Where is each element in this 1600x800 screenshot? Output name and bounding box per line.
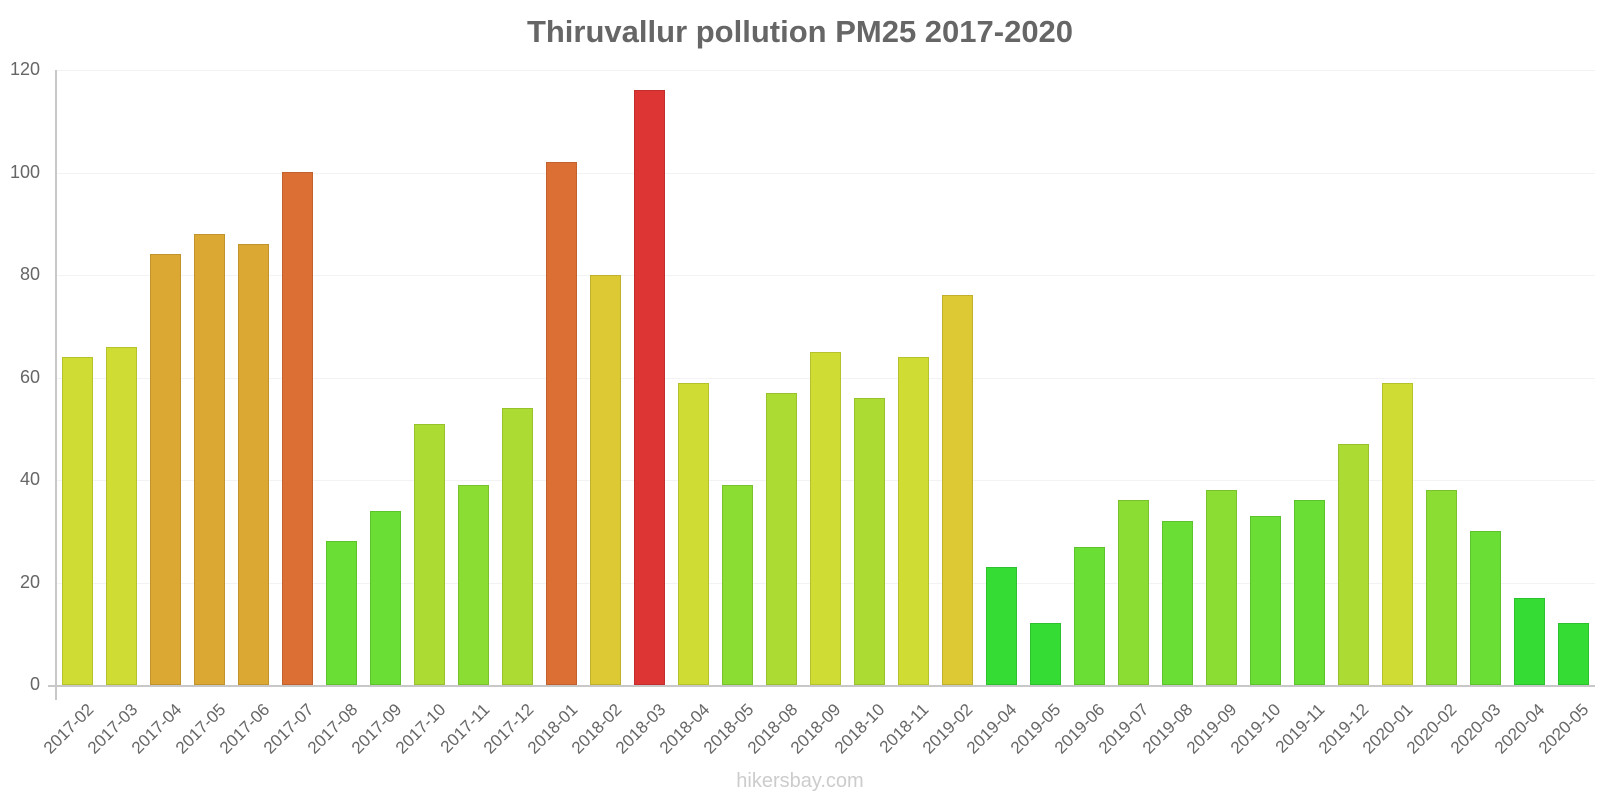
bar-2018-03[interactable] <box>634 90 665 685</box>
bar-2019-05[interactable] <box>1030 623 1061 685</box>
y-tick-label: 100 <box>9 162 40 182</box>
y-tick-label: 120 <box>9 59 40 79</box>
bar-2017-09[interactable] <box>370 511 401 685</box>
y-tick-label: 0 <box>29 674 40 694</box>
y-tick-label: 80 <box>19 264 40 284</box>
bar-2019-12[interactable] <box>1338 444 1369 685</box>
y-tick-label: 20 <box>19 572 40 592</box>
bar-2018-08[interactable] <box>766 393 797 685</box>
bar-2019-04[interactable] <box>986 567 1017 685</box>
bar-2020-05[interactable] <box>1558 623 1589 685</box>
x-axis-line <box>48 685 1595 687</box>
plot-area <box>56 70 1595 685</box>
watermark: hikersbay.com <box>736 770 864 792</box>
bar-2017-06[interactable] <box>238 244 269 685</box>
bar-2017-03[interactable] <box>106 347 137 685</box>
chart-title: Thiruvallur pollution PM25 2017-2020 <box>526 14 1074 49</box>
y-axis-line <box>55 70 57 700</box>
bar-2018-09[interactable] <box>810 352 841 685</box>
bar-2017-04[interactable] <box>150 254 181 685</box>
bar-2020-01[interactable] <box>1382 383 1413 685</box>
bar-2017-10[interactable] <box>414 424 445 685</box>
bar-2020-03[interactable] <box>1470 531 1501 685</box>
bar-2017-02[interactable] <box>62 357 93 685</box>
y-tick-label: 40 <box>19 469 40 489</box>
y-tick-label: 60 <box>19 367 40 387</box>
bar-2020-04[interactable] <box>1514 598 1545 685</box>
bar-2019-06[interactable] <box>1074 547 1105 685</box>
bar-2019-07[interactable] <box>1118 500 1149 685</box>
bar-2017-11[interactable] <box>458 485 489 685</box>
bar-2018-01[interactable] <box>546 162 577 685</box>
bar-2018-04[interactable] <box>678 383 709 685</box>
bar-2018-10[interactable] <box>854 398 885 685</box>
bar-2017-08[interactable] <box>326 541 357 685</box>
bar-2019-11[interactable] <box>1294 500 1325 685</box>
gridline <box>56 173 1595 174</box>
bar-2019-10[interactable] <box>1250 516 1281 685</box>
bar-2019-08[interactable] <box>1162 521 1193 685</box>
bar-2017-05[interactable] <box>194 234 225 685</box>
bar-2019-02[interactable] <box>942 295 973 685</box>
bar-2018-02[interactable] <box>590 275 621 685</box>
bar-2019-09[interactable] <box>1206 490 1237 685</box>
gridline <box>56 70 1595 71</box>
gridline <box>56 275 1595 276</box>
bar-2018-11[interactable] <box>898 357 929 685</box>
bar-2020-02[interactable] <box>1426 490 1457 685</box>
bar-2017-12[interactable] <box>502 408 533 685</box>
bar-2018-05[interactable] <box>722 485 753 685</box>
bar-2017-07[interactable] <box>282 172 313 685</box>
